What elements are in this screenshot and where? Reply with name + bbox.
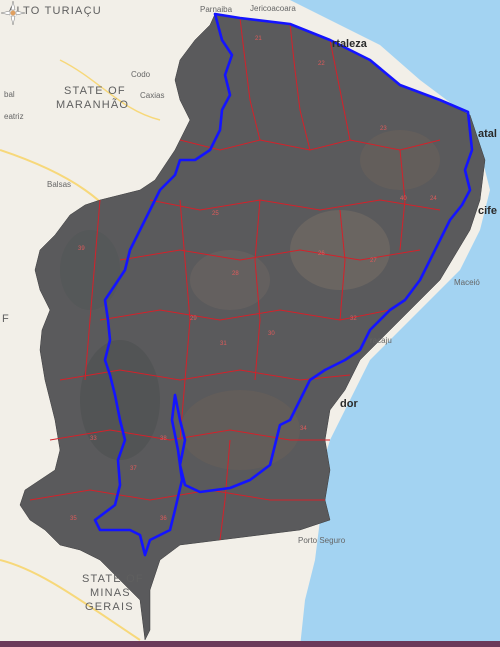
- svg-text:30: 30: [268, 331, 275, 337]
- road: [0, 559, 141, 641]
- label-balsas: Balsas: [47, 180, 71, 189]
- svg-text:22: 22: [318, 61, 325, 67]
- label-jericoacoara: Jericoacoara: [250, 4, 296, 13]
- svg-text:38: 38: [160, 436, 167, 442]
- label-state-of-maranhao: STATE OF: [64, 85, 126, 97]
- label-natal: atal: [478, 128, 497, 140]
- svg-text:24: 24: [430, 196, 437, 202]
- svg-text:31: 31: [220, 341, 227, 347]
- label-alto-turiacu: ALTO TURIAÇU: [8, 5, 102, 17]
- label-minas: MINAS: [90, 587, 131, 599]
- svg-text:29: 29: [190, 316, 197, 322]
- svg-text:28: 28: [232, 271, 239, 277]
- svg-text:36: 36: [160, 516, 167, 522]
- bottom-bar: [0, 641, 500, 647]
- region-borders: [29, 17, 441, 541]
- svg-text:37: 37: [130, 466, 137, 472]
- label-fortaleza: rtaleza: [332, 38, 368, 50]
- svg-text:21: 21: [255, 36, 262, 42]
- svg-text:32: 32: [350, 316, 357, 322]
- label-porto-seguro: Porto Seguro: [298, 536, 346, 545]
- road: [59, 59, 161, 121]
- label-recife: cife: [478, 205, 497, 217]
- label-codo: Codo: [131, 70, 151, 79]
- biome-boundary: [93, 12, 474, 557]
- label-caxias: Caxias: [140, 91, 164, 100]
- compass-icon[interactable]: [0, 0, 26, 26]
- label-maranhao: MARANHÃO: [56, 98, 129, 111]
- label-aracaju: racaju: [370, 336, 392, 345]
- label-maceio: Maceió: [454, 278, 480, 287]
- svg-text:25: 25: [212, 211, 219, 217]
- svg-text:34: 34: [300, 426, 307, 432]
- base-map-labels: ALTO TURIAÇU STATE OF MARANHÃO STATE OF …: [2, 4, 497, 613]
- svg-text:39: 39: [78, 246, 85, 252]
- svg-text:27: 27: [370, 258, 377, 264]
- label-left-f: F: [2, 313, 10, 325]
- svg-text:35: 35: [70, 516, 77, 522]
- label-state-of-minas: STATE OF: [82, 573, 144, 585]
- svg-text:23: 23: [380, 126, 387, 132]
- label-salvador: dor: [340, 398, 358, 410]
- region-code-labels: 21 22 23 24 25 26 27 28 29 30 31 32 33 3…: [70, 36, 437, 522]
- label-bacabal: bal: [4, 90, 15, 99]
- svg-text:40: 40: [400, 196, 407, 202]
- label-estreito: eatriz: [4, 112, 24, 121]
- ocean-area: [290, 0, 500, 647]
- svg-text:26: 26: [318, 251, 325, 257]
- label-parnaiba: Parnaiba: [200, 5, 233, 14]
- label-gerais: GERAIS: [85, 601, 134, 613]
- svg-text:33: 33: [90, 436, 97, 442]
